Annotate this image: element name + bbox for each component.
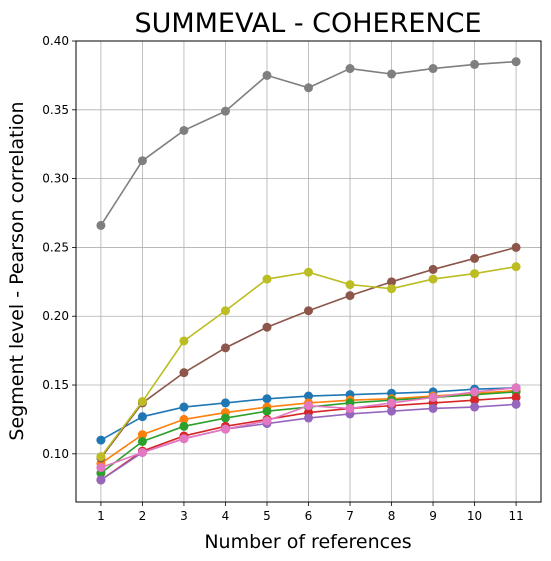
data-point xyxy=(304,83,313,93)
data-point xyxy=(220,424,230,434)
data-point xyxy=(428,392,438,402)
data-point xyxy=(428,403,438,413)
data-point xyxy=(345,403,355,413)
data-point xyxy=(262,322,272,332)
y-tick-label: 0.15 xyxy=(42,378,69,392)
data-point xyxy=(137,436,147,446)
data-point xyxy=(179,125,189,135)
data-point xyxy=(137,156,147,166)
data-point xyxy=(179,434,189,444)
data-point xyxy=(387,277,397,287)
data-point xyxy=(304,401,313,411)
data-point xyxy=(262,70,272,80)
y-tick-label: 0.30 xyxy=(42,172,69,186)
axis-ticks: 1 2 3 4 5 6 7 8 9 10 11 0.10 0.15 0.20 0.25 0.30 0.35 0.4… xyxy=(42,34,523,523)
data-point xyxy=(262,406,272,416)
x-axis-label: Number of references xyxy=(204,531,411,553)
data-point xyxy=(470,395,480,405)
series-7 xyxy=(96,383,521,473)
data-point xyxy=(304,391,313,401)
data-point xyxy=(511,392,521,402)
data-point xyxy=(179,368,189,378)
series-9 xyxy=(96,262,521,462)
data-point xyxy=(137,397,147,407)
data-point xyxy=(220,413,230,423)
data-point xyxy=(387,69,397,79)
x-tick-label: 7 xyxy=(346,509,354,523)
y-axis-label: Segment level - Pearson correlation xyxy=(6,101,28,440)
x-tick-label: 1 xyxy=(97,509,105,523)
data-point xyxy=(179,414,189,424)
data-point xyxy=(262,416,272,426)
data-point xyxy=(220,306,230,316)
data-point xyxy=(470,402,480,412)
data-point xyxy=(428,264,438,274)
series-8 xyxy=(96,57,521,230)
data-point xyxy=(220,343,230,353)
data-point xyxy=(387,284,397,294)
y-tick-label: 0.35 xyxy=(42,103,69,117)
data-point xyxy=(137,430,147,440)
data-point xyxy=(387,398,397,408)
x-tick-label: 10 xyxy=(467,509,482,523)
data-point xyxy=(345,280,355,290)
x-tick-label: 11 xyxy=(508,509,523,523)
data-point xyxy=(262,274,272,284)
y-tick-label: 0.20 xyxy=(42,309,69,323)
data-point xyxy=(470,253,480,263)
data-point xyxy=(428,64,438,74)
data-point xyxy=(511,242,521,252)
data-point xyxy=(345,291,355,301)
data-point xyxy=(470,387,480,397)
data-point xyxy=(304,306,313,316)
x-tick-label: 9 xyxy=(429,509,437,523)
data-point xyxy=(511,57,521,67)
data-point xyxy=(304,413,313,423)
data-point xyxy=(511,262,521,272)
data-point xyxy=(345,64,355,74)
data-point xyxy=(96,452,106,462)
data-point xyxy=(96,475,106,485)
data-point xyxy=(96,435,106,445)
data-point xyxy=(96,463,106,473)
x-tick-label: 5 xyxy=(263,509,271,523)
data-point xyxy=(220,106,230,116)
data-point xyxy=(220,398,230,408)
series-6 xyxy=(96,242,521,463)
data-point xyxy=(511,399,521,409)
data-point xyxy=(137,447,147,457)
data-point xyxy=(511,383,521,393)
data-point xyxy=(96,220,106,230)
data-point xyxy=(179,421,189,431)
data-point xyxy=(428,274,438,284)
data-point xyxy=(137,412,147,422)
y-tick-label: 0.40 xyxy=(42,34,69,48)
x-tick-label: 8 xyxy=(388,509,396,523)
data-point xyxy=(470,269,480,279)
x-tick-label: 6 xyxy=(305,509,313,523)
data-point xyxy=(262,394,272,404)
data-point xyxy=(470,59,480,69)
y-tick-label: 0.10 xyxy=(42,447,69,461)
x-tick-label: 4 xyxy=(222,509,230,523)
data-point xyxy=(387,406,397,416)
y-tick-label: 0.25 xyxy=(42,240,69,254)
chart-title: SUMMEVAL - COHERENCE xyxy=(134,8,481,39)
data-point xyxy=(179,402,189,412)
data-point xyxy=(179,336,189,346)
series-layer xyxy=(96,57,521,485)
data-point xyxy=(304,267,313,277)
x-tick-label: 2 xyxy=(139,509,147,523)
x-tick-label: 3 xyxy=(180,509,188,523)
